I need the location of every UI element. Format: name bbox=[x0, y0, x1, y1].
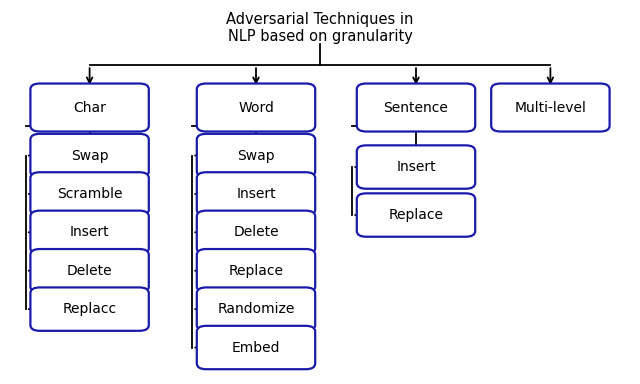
FancyBboxPatch shape bbox=[492, 84, 609, 131]
Text: Adversarial Techniques in
NLP based on granularity: Adversarial Techniques in NLP based on g… bbox=[227, 12, 413, 44]
FancyBboxPatch shape bbox=[197, 326, 315, 369]
FancyBboxPatch shape bbox=[357, 194, 475, 237]
FancyBboxPatch shape bbox=[197, 210, 315, 254]
Text: Insert: Insert bbox=[236, 187, 276, 201]
FancyBboxPatch shape bbox=[197, 172, 315, 216]
Text: Multi-level: Multi-level bbox=[515, 101, 586, 114]
FancyBboxPatch shape bbox=[197, 249, 315, 293]
Text: Delete: Delete bbox=[233, 225, 279, 239]
Text: Swap: Swap bbox=[71, 149, 108, 162]
Text: Delete: Delete bbox=[67, 264, 113, 278]
FancyBboxPatch shape bbox=[357, 84, 475, 131]
Text: Replace: Replace bbox=[228, 264, 284, 278]
FancyBboxPatch shape bbox=[31, 249, 149, 293]
FancyBboxPatch shape bbox=[357, 146, 475, 189]
Text: Scramble: Scramble bbox=[57, 187, 122, 201]
FancyBboxPatch shape bbox=[31, 287, 149, 331]
Text: Sentence: Sentence bbox=[383, 101, 449, 114]
FancyBboxPatch shape bbox=[197, 287, 315, 331]
Text: Insert: Insert bbox=[70, 225, 109, 239]
Text: Word: Word bbox=[238, 101, 274, 114]
FancyBboxPatch shape bbox=[31, 172, 149, 216]
Text: Replacc: Replacc bbox=[63, 302, 116, 316]
FancyBboxPatch shape bbox=[31, 84, 149, 131]
Text: Swap: Swap bbox=[237, 149, 275, 162]
Text: Replace: Replace bbox=[388, 208, 444, 222]
Text: Insert: Insert bbox=[396, 160, 436, 174]
FancyBboxPatch shape bbox=[31, 134, 149, 177]
Text: Embed: Embed bbox=[232, 341, 280, 354]
FancyBboxPatch shape bbox=[197, 84, 315, 131]
Text: Char: Char bbox=[73, 101, 106, 114]
FancyBboxPatch shape bbox=[197, 134, 315, 177]
Text: Randomize: Randomize bbox=[218, 302, 294, 316]
FancyBboxPatch shape bbox=[31, 210, 149, 254]
